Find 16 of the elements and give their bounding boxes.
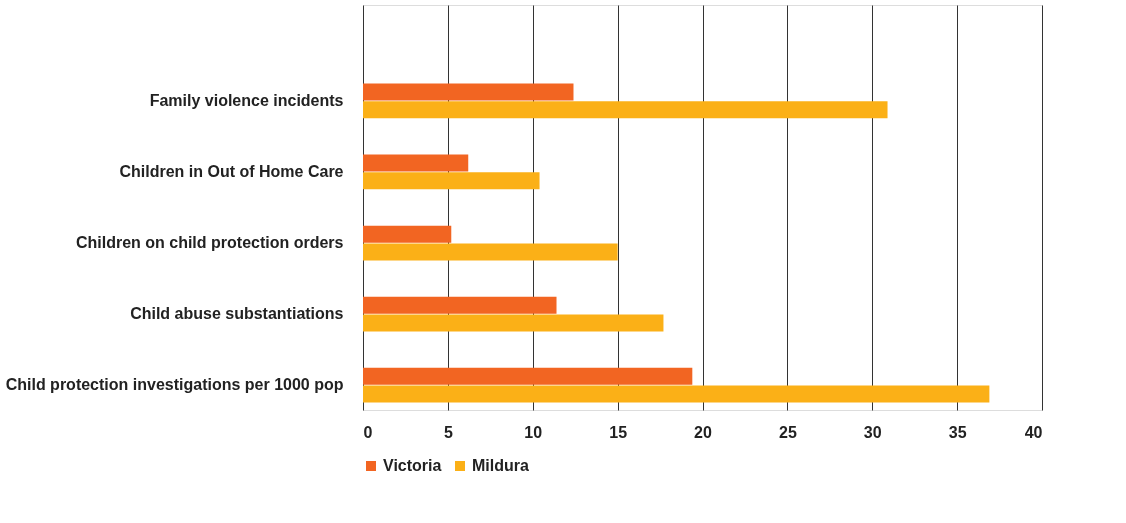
x-tick-label: 0 — [363, 423, 373, 441]
x-tick-label: 15 — [609, 423, 628, 441]
x-tick-label: 10 — [524, 423, 543, 441]
y-tick-label: Child abuse substantiations — [130, 305, 344, 323]
legend-label: Victoria — [383, 457, 442, 474]
y-tick-label: Children in Out of Home Care — [119, 162, 344, 180]
x-tick-label: 30 — [863, 423, 882, 441]
x-tick-label: 40 — [1024, 423, 1043, 441]
y-tick-label: Child protection investigations per 1000 pop — [5, 376, 344, 394]
x-tick-label: 35 — [948, 423, 967, 441]
x-tick-label: 25 — [778, 423, 797, 441]
x-tick-label: 5 — [443, 423, 453, 441]
legend-label: Mildura — [472, 457, 529, 474]
y-tick-label: Children on child protection orders — [75, 234, 344, 252]
y-tick-label: Family violence incidents — [149, 91, 344, 109]
x-tick-label: 20 — [694, 423, 712, 441]
